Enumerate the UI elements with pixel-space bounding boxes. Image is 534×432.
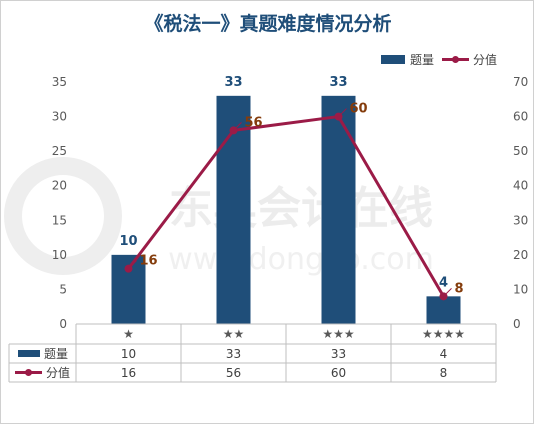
bar-data-label: 33 <box>224 75 242 90</box>
y-axis-left: 0 5 10 15 20 25 30 35 <box>52 75 67 331</box>
bar-data-label: 10 <box>119 234 137 249</box>
y-right-tick-label: 20 <box>513 248 528 262</box>
line-point <box>124 264 133 273</box>
y-left-tick-label: 10 <box>52 248 67 262</box>
table-cell-line: 56 <box>226 366 241 380</box>
y-left-tick-label: 25 <box>52 144 67 158</box>
y-left-tick-label: 35 <box>52 75 67 89</box>
bar-data-label: 33 <box>329 75 347 90</box>
y-left-tick-label: 15 <box>52 213 67 227</box>
watermark: 东奥会计在线 www.dongao.com <box>4 157 434 277</box>
bar <box>321 95 356 324</box>
y-right-tick-label: 30 <box>513 213 528 227</box>
table-row-header-line: 分值 <box>46 365 70 380</box>
bar-data-label: 4 <box>439 275 448 290</box>
y-right-tick-label: 10 <box>513 282 528 296</box>
line-data-label: 16 <box>140 254 158 269</box>
table-cell-line: 16 <box>121 366 136 380</box>
line-data-label: 60 <box>350 102 368 117</box>
table-line-marker <box>25 369 32 376</box>
chart-title: 《税法一》真题难度情况分析 <box>144 12 391 35</box>
watermark-logo <box>4 157 122 275</box>
watermark-main-text: 东奥会计在线 <box>169 183 433 234</box>
y-right-tick-label: 50 <box>513 144 528 158</box>
legend-bar-swatch <box>381 55 405 64</box>
y-left-tick-label: 20 <box>52 179 67 193</box>
y-left-tick-label: 5 <box>59 282 67 296</box>
line-point <box>334 112 343 121</box>
table-cell-line: 60 <box>331 366 346 380</box>
watermark-sub-text: www.dongao.com <box>168 242 434 277</box>
legend-bar-label: 题量 <box>410 53 434 67</box>
bar <box>426 296 461 324</box>
category-label: ★ <box>123 327 134 341</box>
y-axis-right: 0 10 20 30 40 50 60 70 <box>513 75 528 331</box>
bar-series: 10 33 33 4 <box>111 75 461 324</box>
legend-line-label: 分值 <box>473 52 497 67</box>
line-point <box>439 292 448 301</box>
y-left-tick-label: 0 <box>59 317 67 331</box>
line-point <box>229 126 238 135</box>
y-left-tick-label: 30 <box>52 110 67 124</box>
table-cell-bar: 10 <box>121 347 136 361</box>
table-cell-line: 8 <box>440 366 448 380</box>
y-right-tick-label: 0 <box>513 317 521 331</box>
category-label: ★★★ <box>322 327 354 341</box>
table-cell-bar: 33 <box>331 347 346 361</box>
table-cell-bar: 33 <box>226 347 241 361</box>
table-row-header-bar: 题量 <box>44 347 68 361</box>
y-right-tick-label: 40 <box>513 179 528 193</box>
category-label: ★★★★ <box>422 327 465 341</box>
table-cell-bar: 4 <box>440 347 448 361</box>
line-data-label: 56 <box>245 115 263 130</box>
legend: 题量 分值 <box>381 52 497 67</box>
category-label: ★★ <box>223 327 245 341</box>
y-right-tick-label: 60 <box>513 110 528 124</box>
table-bar-swatch <box>18 350 40 357</box>
line-path <box>127 115 445 298</box>
line-data-label: 8 <box>455 281 464 296</box>
legend-line-marker <box>452 56 459 63</box>
y-right-tick-label: 70 <box>513 75 528 89</box>
line-series: 16 56 60 8 <box>124 102 464 301</box>
